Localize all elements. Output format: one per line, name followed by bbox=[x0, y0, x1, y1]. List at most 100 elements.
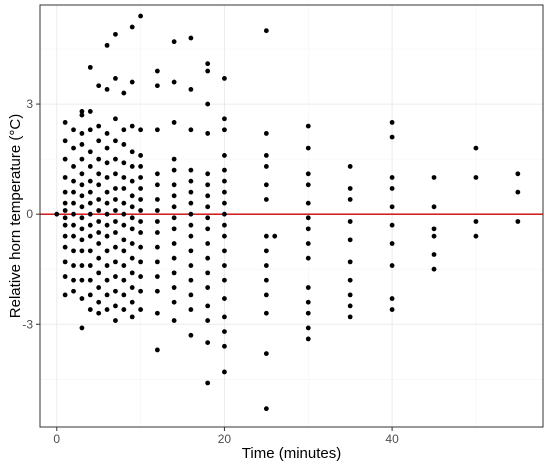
data-point bbox=[347, 164, 353, 169]
data-point bbox=[62, 120, 68, 125]
data-point bbox=[104, 200, 110, 206]
data-point bbox=[473, 175, 479, 180]
data-point bbox=[104, 292, 110, 298]
data-point bbox=[138, 153, 144, 158]
data-point bbox=[154, 197, 160, 202]
data-point bbox=[205, 303, 211, 309]
data-point bbox=[305, 215, 311, 221]
data-point bbox=[87, 127, 93, 133]
data-point bbox=[222, 233, 227, 239]
data-point bbox=[138, 307, 144, 312]
data-point bbox=[154, 230, 160, 235]
data-point bbox=[347, 259, 353, 265]
data-point bbox=[96, 219, 102, 224]
data-point bbox=[205, 270, 211, 276]
data-point bbox=[71, 233, 76, 239]
data-point bbox=[138, 274, 144, 279]
data-point bbox=[389, 222, 395, 228]
data-point bbox=[171, 318, 177, 323]
data-point bbox=[96, 182, 102, 188]
panel-border bbox=[39, 4, 544, 428]
data-point bbox=[171, 255, 177, 261]
data-point bbox=[87, 222, 93, 228]
data-point bbox=[121, 186, 127, 191]
data-point bbox=[129, 226, 135, 232]
data-point bbox=[79, 215, 85, 221]
data-point bbox=[188, 332, 194, 338]
data-point bbox=[205, 241, 211, 246]
data-point bbox=[79, 193, 85, 199]
data-point bbox=[104, 222, 110, 228]
data-point bbox=[263, 277, 269, 283]
data-point bbox=[188, 263, 194, 268]
data-point bbox=[389, 186, 395, 191]
data-point bbox=[473, 145, 479, 151]
data-point bbox=[263, 131, 269, 136]
data-point bbox=[347, 314, 353, 320]
axis-ticks: 0 20 40 -3 0 3 bbox=[22, 97, 399, 446]
data-point bbox=[389, 120, 395, 125]
data-point bbox=[154, 127, 160, 133]
data-point bbox=[138, 175, 144, 180]
data-point bbox=[263, 153, 269, 158]
data-point bbox=[121, 222, 127, 228]
data-point bbox=[389, 307, 395, 312]
data-point bbox=[389, 241, 395, 246]
data-point bbox=[263, 406, 269, 412]
data-point bbox=[171, 167, 177, 173]
data-point bbox=[113, 244, 118, 250]
data-point bbox=[96, 255, 102, 261]
data-point bbox=[87, 64, 93, 70]
data-point bbox=[222, 277, 227, 283]
data-point bbox=[205, 182, 211, 188]
x-axis-title: Time (minutes) bbox=[242, 445, 341, 462]
data-point bbox=[263, 310, 269, 316]
data-point bbox=[222, 75, 227, 81]
data-point bbox=[62, 200, 68, 206]
data-point bbox=[87, 292, 93, 298]
data-point bbox=[188, 277, 194, 283]
data-point bbox=[79, 156, 85, 162]
data-point bbox=[96, 83, 102, 89]
data-point bbox=[431, 252, 437, 257]
data-point bbox=[113, 303, 118, 309]
data-point bbox=[129, 164, 135, 169]
data-point bbox=[222, 189, 227, 195]
data-point bbox=[222, 248, 227, 254]
data-point bbox=[129, 178, 135, 184]
data-point bbox=[121, 127, 127, 133]
data-point bbox=[263, 292, 269, 298]
data-point bbox=[222, 329, 227, 334]
data-point bbox=[263, 164, 269, 169]
data-point bbox=[305, 325, 311, 331]
data-point bbox=[62, 208, 68, 213]
data-point bbox=[347, 186, 353, 191]
data-point bbox=[113, 259, 118, 265]
data-point bbox=[129, 149, 135, 155]
data-point bbox=[305, 226, 311, 232]
data-point bbox=[154, 68, 160, 74]
data-point bbox=[79, 248, 85, 254]
data-point bbox=[87, 149, 93, 155]
data-point bbox=[129, 285, 135, 290]
data-point bbox=[129, 241, 135, 246]
data-point bbox=[113, 230, 118, 235]
data-point bbox=[347, 292, 353, 298]
data-point bbox=[171, 226, 177, 232]
data-point bbox=[171, 193, 177, 199]
data-point bbox=[263, 248, 269, 254]
data-point bbox=[222, 211, 227, 217]
data-point bbox=[205, 193, 211, 199]
data-point bbox=[129, 204, 135, 210]
data-point bbox=[431, 175, 437, 180]
data-point bbox=[62, 156, 68, 162]
data-point bbox=[138, 197, 144, 202]
data-point bbox=[104, 189, 110, 195]
y-tick-label: 0 bbox=[26, 207, 33, 221]
data-point bbox=[154, 310, 160, 316]
data-point bbox=[389, 296, 395, 301]
data-point bbox=[121, 160, 127, 166]
data-point bbox=[113, 116, 118, 122]
data-point bbox=[205, 340, 211, 345]
data-point bbox=[138, 127, 144, 133]
